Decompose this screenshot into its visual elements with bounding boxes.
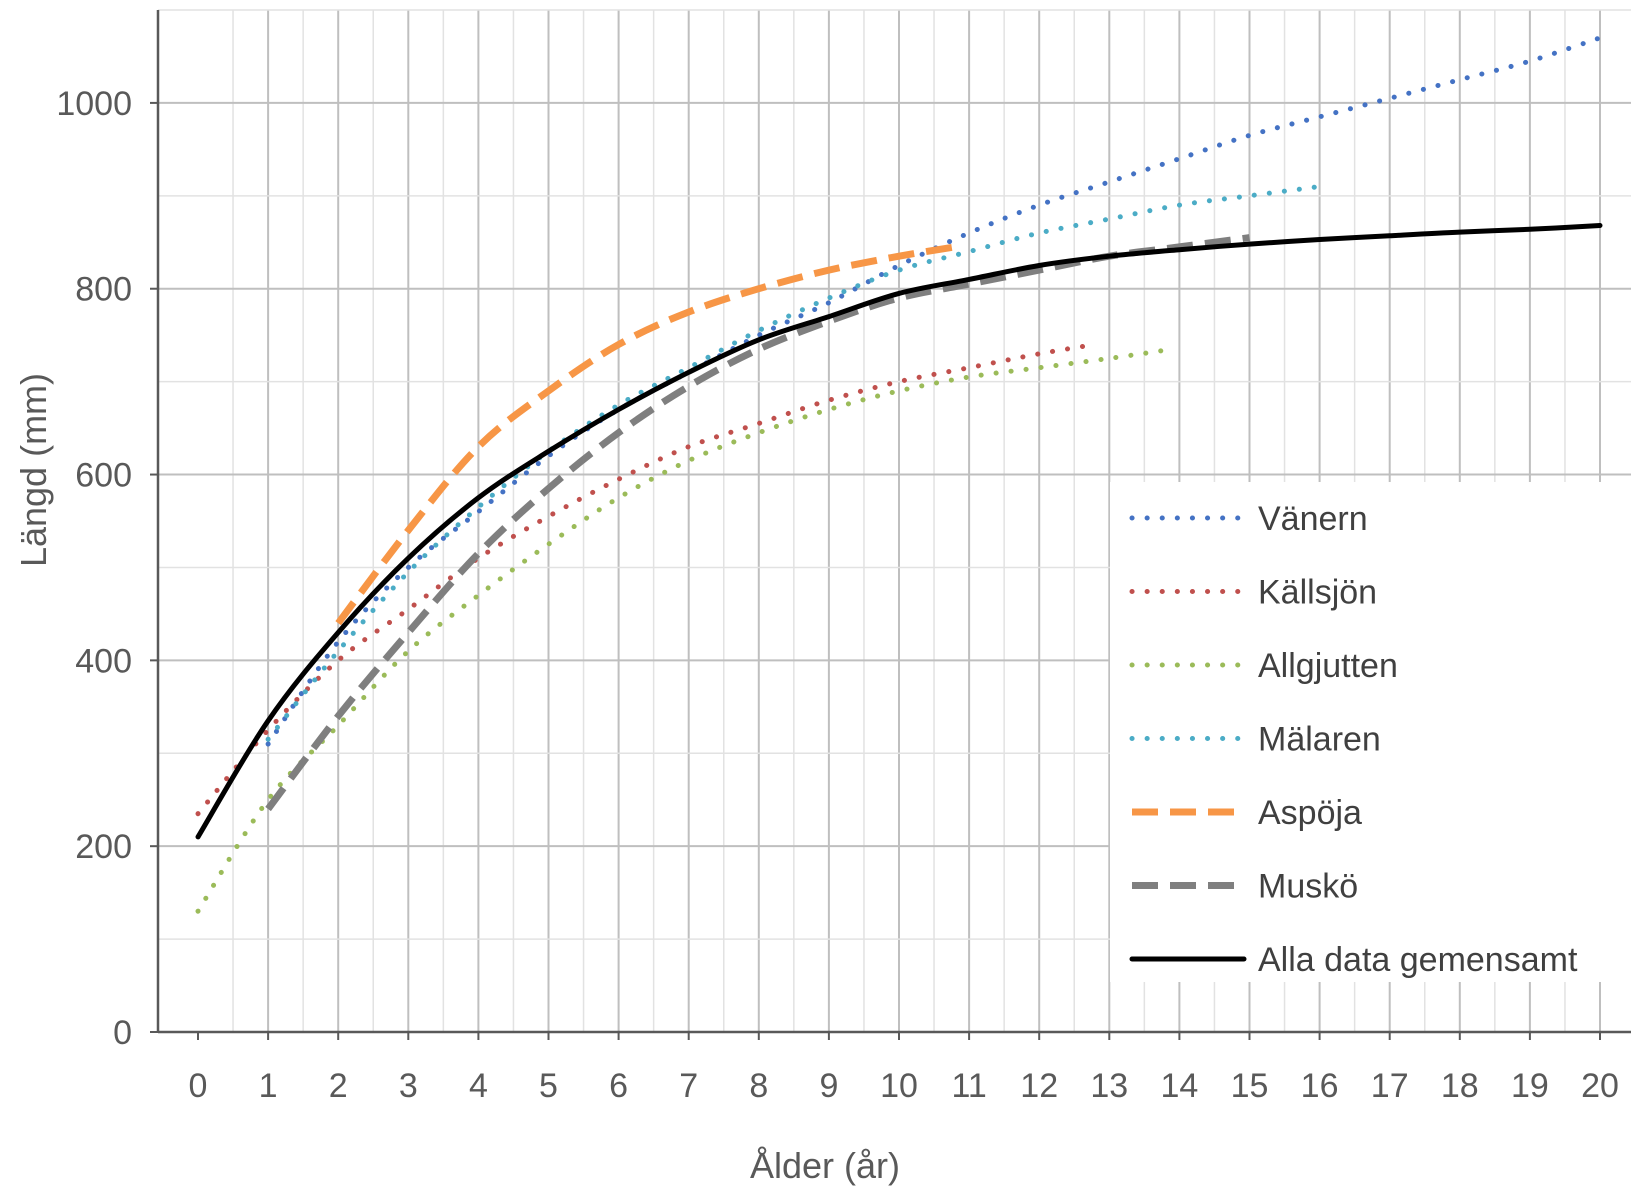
series-line-mälaren — [265, 184, 1323, 742]
legend-label: Muskö — [1258, 868, 1358, 906]
y-tick-label: 1000 — [56, 85, 132, 123]
x-tick-label: 19 — [1511, 1067, 1549, 1105]
legend-label: Mälaren — [1258, 721, 1381, 759]
x-tick-label: 16 — [1301, 1067, 1339, 1105]
x-tick-labels: 0 1 2 3 4 5 6 7 8 9 10 11 12 13 14 15 16 17 18 19 20 — [189, 1067, 1619, 1105]
y-tick-label: 400 — [75, 642, 132, 680]
y-tick-label: 0 — [113, 1014, 132, 1052]
series-line-vänern — [265, 35, 1603, 747]
x-tick-label: 11 — [951, 1067, 986, 1105]
x-tick-label: 5 — [539, 1067, 558, 1105]
x-tick-label: 0 — [189, 1067, 208, 1105]
x-tick-label: 13 — [1090, 1067, 1128, 1105]
x-tick-label: 17 — [1371, 1067, 1409, 1105]
y-tick-labels: 0 200 400 600 800 1000 — [56, 85, 132, 1052]
axes — [150, 10, 1631, 1040]
legend-label: Aspöja — [1258, 794, 1362, 832]
legend-label: Vänern — [1258, 500, 1368, 538]
series-line-källsjön — [195, 342, 1098, 817]
legend-label: Källsjön — [1258, 574, 1377, 612]
x-tick-label: 7 — [679, 1067, 698, 1105]
legend-label: Allgjutten — [1258, 647, 1398, 685]
legend-background — [1110, 482, 1631, 982]
x-tick-label: 4 — [469, 1067, 488, 1105]
x-tick-label: 3 — [399, 1067, 418, 1105]
x-tick-label: 10 — [880, 1067, 918, 1105]
series-lines — [195, 35, 1603, 914]
x-tick-label: 18 — [1441, 1067, 1479, 1105]
x-tick-label: 20 — [1581, 1067, 1619, 1105]
x-tick-label: 2 — [329, 1067, 348, 1105]
x-tick-label: 8 — [749, 1067, 768, 1105]
x-tick-label: 9 — [819, 1067, 838, 1105]
series-line-alla-data-gemensamt — [195, 223, 1603, 840]
y-tick-label: 600 — [75, 457, 132, 495]
y-axis-title: Längd (mm) — [13, 373, 54, 567]
x-tick-label: 14 — [1160, 1067, 1198, 1105]
x-tick-label: 12 — [1020, 1067, 1058, 1105]
y-tick-label: 200 — [75, 828, 132, 866]
legend: Vänern Källsjön Allgjutten Mälaren Aspöja Mus… — [1110, 482, 1631, 982]
x-tick-label: 15 — [1231, 1067, 1269, 1105]
x-axis-title: Ålder (år) — [750, 1145, 900, 1186]
x-tick-label: 6 — [609, 1067, 628, 1105]
x-tick-label: 1 — [259, 1067, 278, 1105]
legend-label: Alla data gemensamt — [1258, 941, 1578, 979]
y-tick-label: 800 — [75, 271, 132, 309]
